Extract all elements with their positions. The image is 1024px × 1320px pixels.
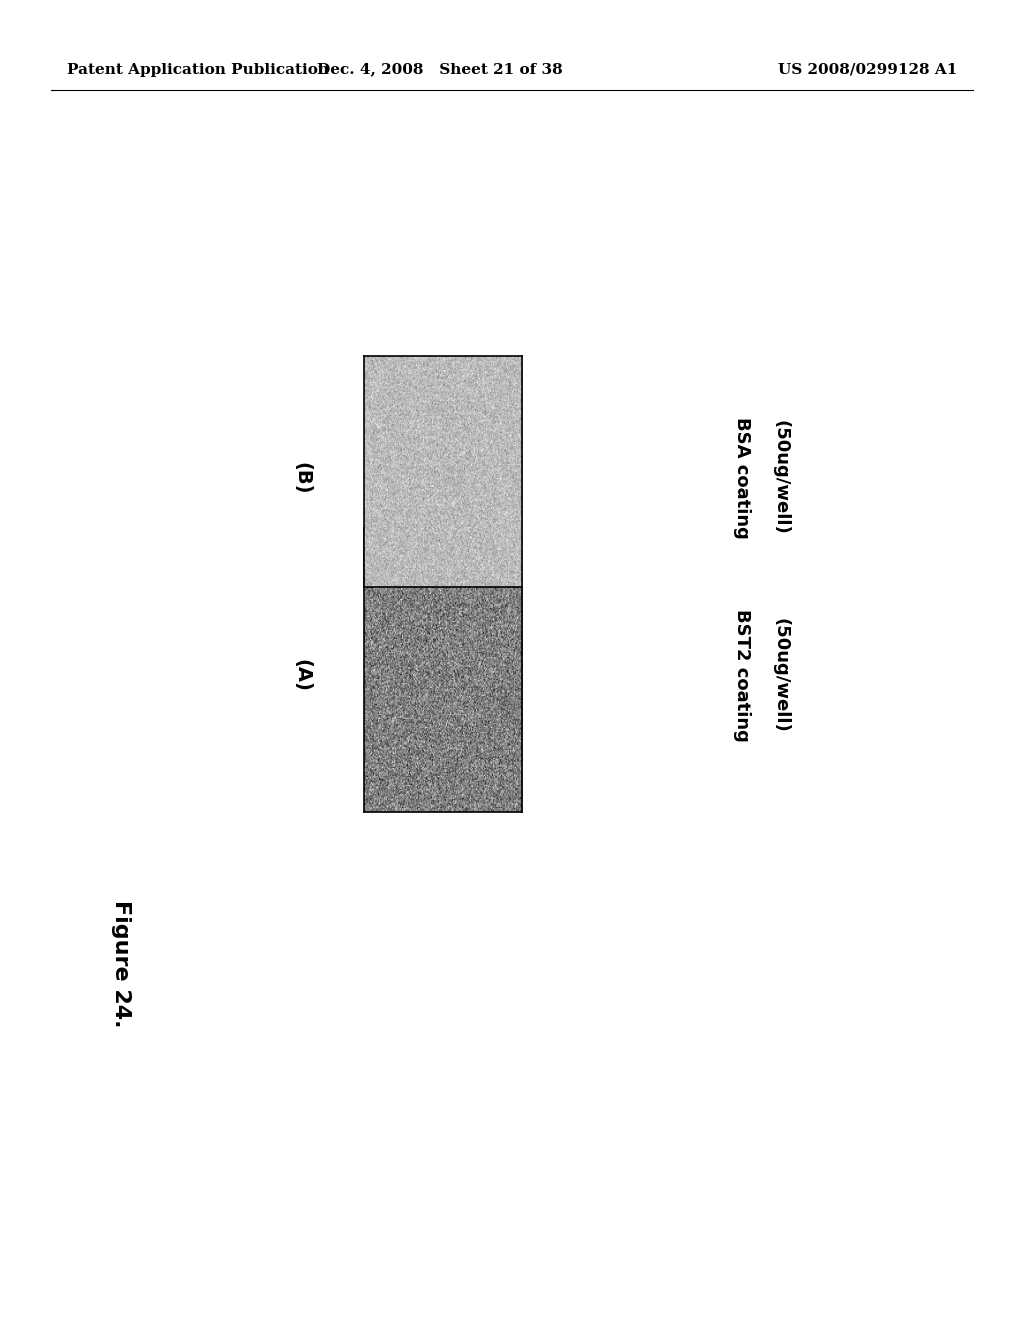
Text: US 2008/0299128 A1: US 2008/0299128 A1	[778, 62, 957, 77]
Text: (A): (A)	[293, 660, 311, 692]
Text: Dec. 4, 2008   Sheet 21 of 38: Dec. 4, 2008 Sheet 21 of 38	[317, 62, 563, 77]
Text: (B): (B)	[293, 462, 311, 494]
Text: BST2 coating: BST2 coating	[733, 610, 752, 742]
Text: (50ug/well): (50ug/well)	[771, 619, 790, 733]
Text: Figure 24.: Figure 24.	[111, 900, 131, 1027]
Text: Patent Application Publication: Patent Application Publication	[67, 62, 329, 77]
Text: (50ug/well): (50ug/well)	[771, 421, 790, 535]
Text: BSA coating: BSA coating	[733, 417, 752, 539]
